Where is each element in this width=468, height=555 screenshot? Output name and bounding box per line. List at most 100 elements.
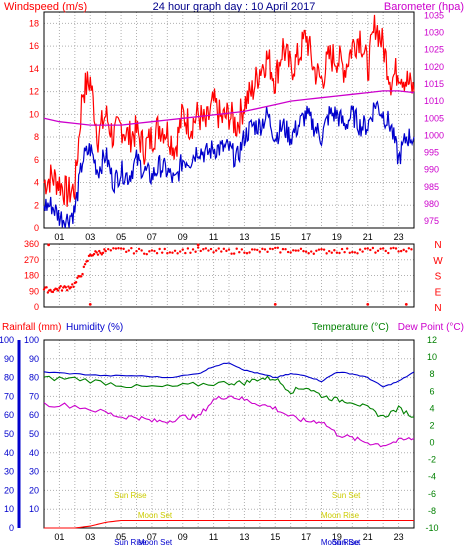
barometer-tick-label: 990 [424, 165, 439, 175]
direction-point [274, 246, 277, 250]
direction-point [266, 250, 269, 254]
direction-point [199, 249, 202, 253]
direction-outlier-point [196, 243, 200, 247]
windspeed-tick-label: 0 [34, 223, 39, 233]
direction-point [184, 251, 187, 255]
direction-tick-label: 180 [24, 271, 39, 281]
lower-x-tick-label: 19 [332, 532, 342, 542]
direction-point [191, 248, 195, 251]
wind-x-tick-label: 15 [270, 232, 280, 242]
direction-point [227, 248, 231, 251]
direction-point [217, 247, 220, 250]
direction-point [243, 251, 246, 254]
rainfall-axis-label: Rainfall (mm) [2, 322, 61, 333]
direction-point [271, 247, 274, 251]
direction-point [171, 251, 174, 254]
lower-series-line [44, 519, 414, 529]
direction-tick-label: 0 [34, 302, 39, 312]
direction-point [132, 252, 136, 255]
direction-point [137, 247, 141, 251]
direction-point [363, 247, 367, 250]
direction-point [56, 289, 60, 292]
direction-point [95, 251, 98, 254]
direction-point [109, 249, 113, 252]
direction-point [330, 251, 333, 254]
direction-point [402, 248, 405, 252]
graph-title: 24 hour graph day : 10 April 2017 [153, 1, 316, 13]
temperature-tick-label: 8 [429, 369, 434, 379]
direction-point [392, 246, 395, 250]
direction-point [384, 249, 387, 253]
lower-x-tick-label: 09 [178, 532, 188, 542]
direction-point [212, 251, 215, 254]
lower-x-tick-label: 05 [116, 532, 126, 542]
direction-point [103, 248, 106, 251]
barometer-tick-label: 1030 [424, 28, 444, 38]
direction-point [45, 286, 48, 289]
direction-point [281, 247, 285, 251]
direction-point [256, 248, 259, 252]
lower-series-line [43, 362, 415, 388]
barometer-series-line [43, 90, 415, 126]
direction-outlier-point [47, 243, 51, 247]
barometer-tick-label: 1010 [424, 96, 444, 106]
direction-point [209, 247, 213, 251]
direction-point [143, 252, 146, 255]
direction-point [59, 284, 62, 288]
direction-point [98, 249, 101, 253]
direction-point [297, 249, 300, 252]
direction-tick-label: 360 [24, 239, 39, 249]
lower-x-tick-label: 13 [239, 532, 249, 542]
direction-point [345, 247, 349, 250]
wind-x-tick-label: 13 [239, 232, 249, 242]
direction-point [104, 249, 107, 253]
windspeed-tick-label: 2 [34, 200, 39, 210]
direction-point [107, 247, 110, 251]
lower-x-tick-label: 11 [209, 532, 218, 542]
direction-point [325, 252, 328, 255]
direction-point [122, 247, 125, 251]
windspeed-axis-label: Windspeed (m/s) [4, 1, 87, 13]
astro-annotation-label: Sun Rise [114, 491, 147, 500]
temperature-tick-label: 12 [427, 335, 437, 345]
direction-point [351, 250, 354, 254]
direction-point [322, 248, 326, 251]
temperature-tick-label: 10 [427, 352, 437, 362]
wind-x-tick-label: 07 [147, 232, 157, 242]
direction-point [65, 289, 69, 292]
direction-point [338, 251, 341, 255]
temperature-tick-label: -8 [428, 506, 436, 516]
direction-point [140, 249, 143, 252]
direction-point [253, 248, 256, 251]
direction-point [101, 251, 105, 255]
wind-series-line [43, 100, 415, 229]
wind-series-line [43, 14, 415, 207]
direction-point [410, 248, 413, 251]
direction-point [163, 247, 166, 251]
rainfall-tick-label: 0 [9, 523, 14, 533]
astro-annotation-label: Sun Set [332, 538, 361, 547]
barometer-tick-label: 975 [424, 216, 439, 226]
wind-x-tick-label: 21 [363, 232, 373, 242]
lower-series-line [43, 395, 415, 448]
direction-point [379, 247, 382, 250]
direction-panel-frame [43, 243, 415, 308]
direction-point [299, 247, 303, 251]
direction-point [289, 251, 292, 254]
windspeed-tick-label: 12 [29, 87, 39, 97]
wind-x-tick-label: 03 [85, 232, 95, 242]
direction-point [399, 249, 403, 253]
windspeed-tick-label: 10 [29, 109, 39, 119]
direction-point [348, 251, 351, 254]
direction-point [117, 247, 120, 250]
direction-point [235, 247, 238, 250]
humidity-tick-label: 70 [29, 391, 39, 401]
direction-point [238, 251, 241, 254]
barometer-tick-label: 1000 [424, 130, 444, 140]
rainfall-tick-label: 20 [4, 485, 14, 495]
dewpoint-axis-label: Dew Point (°C) [398, 322, 464, 333]
rainfall-tick-label: 70 [4, 391, 14, 401]
temperature-tick-label: 6 [429, 386, 434, 396]
direction-point [204, 247, 208, 250]
direction-point [304, 250, 308, 253]
